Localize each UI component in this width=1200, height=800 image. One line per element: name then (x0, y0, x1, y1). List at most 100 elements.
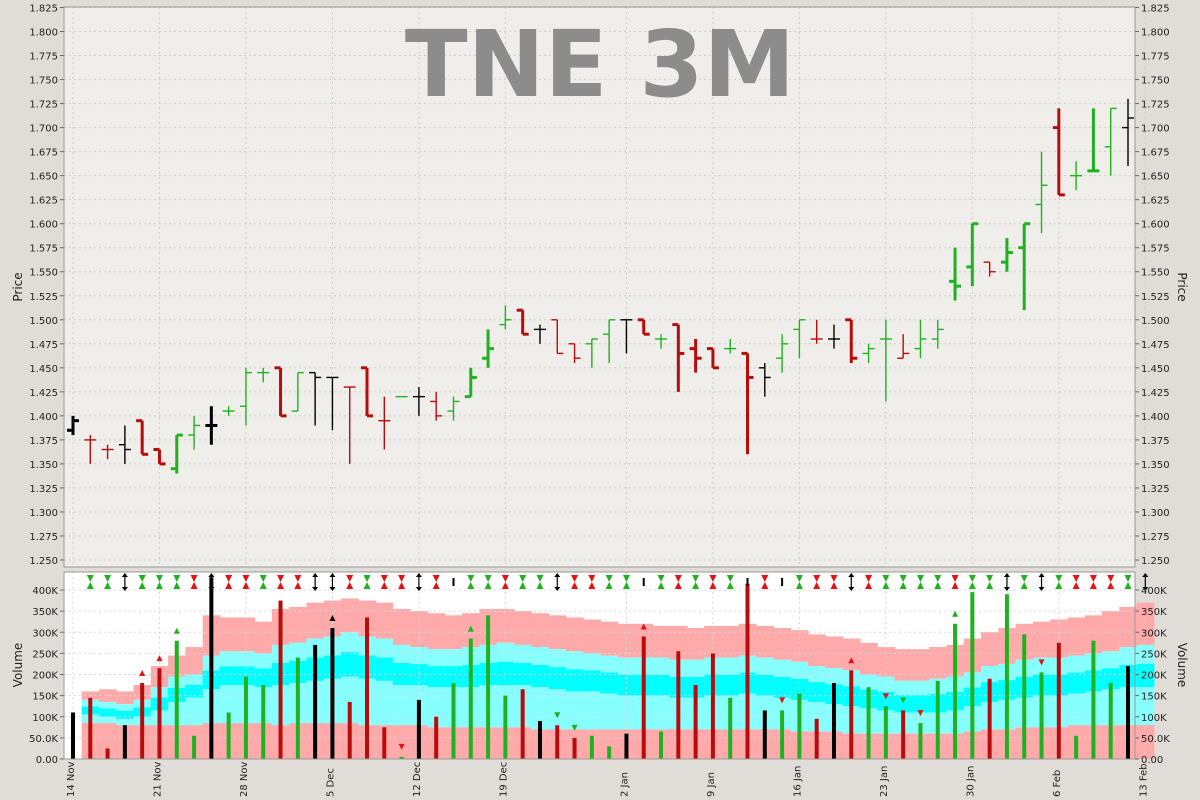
price-tick-label: 1.500 (29, 316, 58, 327)
signal-bowtie-top (605, 575, 613, 582)
volume-bar (659, 731, 664, 759)
volume-band-inner (756, 674, 774, 696)
volume-band-lower (600, 693, 619, 730)
signal-bowtie-top (1020, 575, 1028, 582)
volume-tick-label: 350K (32, 607, 58, 618)
ohlc-bar (516, 308, 529, 336)
signal-bowtie-top (795, 575, 803, 582)
ohlc-bar (84, 435, 97, 464)
volume-band-outer (254, 621, 273, 654)
x-tick-label: 6 Feb (1052, 770, 1063, 797)
signal-arrow-up (554, 573, 561, 577)
ohlc-bar (1052, 108, 1065, 197)
volume-band-inner (1136, 663, 1155, 688)
ohlc-bar (101, 444, 114, 460)
volume-band-outer (531, 613, 550, 648)
ohlc-bar (291, 371, 304, 412)
volume-band-outer (669, 625, 688, 660)
signal-bowtie-top (934, 575, 942, 582)
volume-band-outer (790, 630, 809, 662)
volume-bar (192, 735, 197, 759)
signal-bowtie-top (1089, 575, 1097, 582)
volume-bar (1091, 640, 1096, 759)
volume-band-outer (911, 649, 930, 681)
signal-bowtie-top (294, 575, 302, 582)
volume-band-inner (98, 708, 117, 717)
volume-bar (797, 693, 802, 759)
price-tick-label: 1.750 (1141, 76, 1170, 87)
signal-arrow-up (415, 573, 422, 577)
ohlc-bars (67, 98, 1134, 474)
volume-bar (641, 636, 646, 759)
signal-bowtie-top (588, 575, 596, 582)
signal-bowtie-bottom (259, 582, 267, 589)
volume-bar (71, 712, 75, 759)
volume-band-inner (617, 674, 636, 696)
volume-band-inner (427, 666, 446, 688)
volume-axis-label-right: Volume (1175, 643, 1189, 688)
signal-bowtie-bottom (346, 582, 354, 589)
ohlc-bar (672, 323, 685, 392)
volume-band-outer (565, 617, 584, 652)
volume-band-outer (306, 602, 325, 639)
signal-bowtie-bottom (363, 582, 371, 589)
volume-bar (1108, 682, 1113, 759)
signal-arrow-down (312, 587, 319, 591)
volume-band-lower (565, 691, 584, 730)
volume-bar (555, 725, 560, 759)
volume-band-outer (375, 602, 394, 639)
volume-band-inner (531, 665, 550, 688)
volume-bar (1074, 735, 1079, 759)
price-tick-label: 1.550 (29, 268, 58, 279)
x-tick-label: 5 Dec (325, 768, 336, 797)
volume-tick-label: 400K (1141, 586, 1167, 597)
price-tick-label: 1.350 (1141, 460, 1170, 471)
volume-band-outer (341, 598, 359, 633)
volume-band-inner (652, 674, 671, 696)
volume-band-outer (1067, 617, 1086, 656)
signal-bowtie-bottom (934, 582, 942, 589)
signal-bowtie-top (709, 575, 717, 582)
volume-band-inner (341, 652, 359, 677)
signal-bowtie-bottom (242, 582, 250, 589)
signal-bowtie-top (155, 575, 163, 582)
signal-bowtie-bottom (674, 582, 682, 589)
price-tick-label: 1.825 (29, 4, 58, 15)
volume-band-outer (444, 615, 463, 650)
volume-bar (105, 748, 110, 759)
volume-up-marker (173, 627, 180, 634)
price-tick-label: 1.425 (29, 388, 58, 399)
signal-arrow-up (1038, 573, 1045, 577)
volume-down-marker (1038, 659, 1045, 666)
volume-tick-label: 100K (1141, 713, 1167, 724)
signal-bowtie-bottom (882, 582, 890, 589)
signal-bowtie-bottom (1089, 582, 1097, 589)
volume-tick-label: 0.00 (1141, 755, 1163, 766)
ohlc-bar (1070, 161, 1083, 191)
volume-band-lower (392, 685, 411, 726)
signal-bowtie-top (346, 575, 354, 582)
volume-band-outer (98, 689, 117, 702)
price-tick-label: 1.700 (29, 124, 58, 135)
x-tick-label: 9 Jan (706, 772, 717, 797)
signal-bowtie-top (726, 575, 734, 582)
price-tick-label: 1.250 (1141, 556, 1170, 567)
volume-axis-right: 400K 350K 300K 250K 200K 150K 100K 50.0K 0.00 (1135, 586, 1170, 766)
volume-bar (831, 682, 836, 759)
volume-bar (710, 653, 715, 759)
volume-band-inner (790, 678, 809, 700)
volume-bar (883, 706, 888, 759)
ohlc-bar (188, 415, 201, 450)
signal-bowtie-bottom (709, 582, 717, 589)
ohlc-bar (257, 367, 270, 383)
price-tick-label: 1.300 (29, 508, 58, 519)
price-tick-label: 1.600 (1141, 220, 1170, 231)
ohlc-bar (1104, 107, 1117, 176)
volume-band-outer (583, 619, 601, 654)
volume-bar (434, 716, 439, 759)
volume-tick-label: 200K (1141, 671, 1167, 682)
signal-bowtie-bottom (951, 582, 959, 589)
volume-down-marker (571, 724, 578, 731)
price-axis-left: 1.825 1.800 1.775 1.750 1.725 1.700 1.675 1.650… (29, 4, 64, 567)
volume-down-marker (900, 697, 907, 704)
